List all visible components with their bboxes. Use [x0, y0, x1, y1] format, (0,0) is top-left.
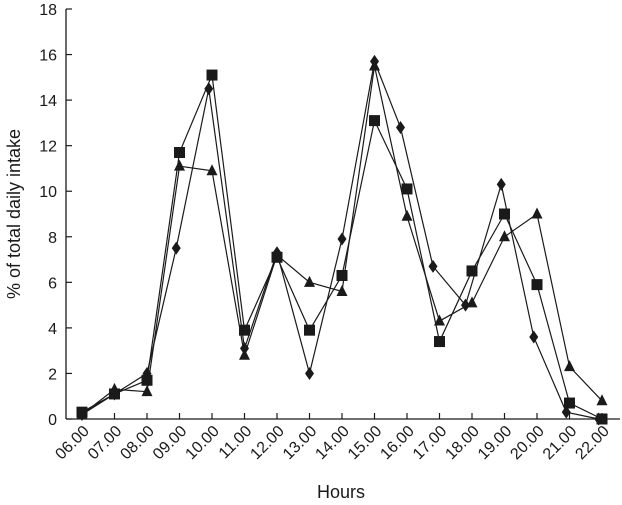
x-tick-label: 10.00: [182, 423, 222, 463]
data-point-triangle: [401, 209, 413, 221]
data-point-triangle: [239, 348, 250, 360]
data-point-square: [174, 147, 185, 158]
data-point-square: [109, 388, 120, 400]
y-tick-label: 8: [48, 230, 57, 247]
data-point-diamond: [561, 405, 571, 419]
data-point-square: [336, 270, 348, 281]
y-tick-label: 16: [39, 48, 57, 65]
data-point-square: [239, 324, 250, 336]
x-tick-label: 18.00: [442, 423, 482, 463]
data-point-triangle: [76, 407, 88, 419]
x-tick-label: 22.00: [572, 423, 612, 463]
x-tick-label: 06.00: [52, 423, 92, 463]
data-point-diamond: [461, 298, 470, 312]
y-axis-label: % of total daily intake: [4, 129, 24, 299]
data-point-square: [401, 183, 413, 195]
data-point-square: [434, 336, 445, 348]
data-point-diamond: [496, 177, 506, 191]
data-point-square: [206, 69, 218, 81]
data-point-triangle: [531, 207, 543, 219]
x-axis-label: Hours: [317, 482, 365, 502]
data-point-diamond: [529, 330, 539, 344]
y-tick-label: 10: [39, 184, 57, 201]
x-tick-label: 13.00: [280, 423, 320, 463]
data-point-triangle: [271, 248, 283, 260]
x-tick-label: 09.00: [150, 423, 190, 463]
data-point-square: [369, 115, 380, 127]
data-point-diamond: [428, 259, 438, 273]
data-point-triangle: [206, 164, 218, 176]
data-point-diamond: [240, 341, 249, 355]
data-point-triangle: [499, 230, 510, 242]
data-point-square: [141, 374, 153, 386]
data-point-square: [499, 208, 510, 220]
y-tick-label: 0: [48, 412, 57, 429]
x-tick-label: 21.00: [540, 423, 580, 463]
x-tick-label: 15.00: [345, 423, 385, 463]
data-point-diamond: [305, 366, 314, 380]
data-point-diamond: [396, 120, 405, 134]
y-tick-label: 2: [48, 366, 57, 383]
x-tick-label: 07.00: [85, 423, 125, 463]
y-tick-label: 14: [39, 93, 57, 110]
data-point-triangle: [141, 385, 153, 397]
data-point-triangle: [434, 314, 445, 326]
series-line-square: [81, 72, 603, 420]
data-point-triangle: [466, 296, 478, 308]
data-point-triangle: [109, 382, 120, 394]
x-tick-label: 12.00: [247, 423, 287, 463]
x-tick-label: 17.00: [410, 423, 450, 463]
x-tick-label: 08.00: [117, 423, 157, 463]
x-tick-label: 20.00: [507, 423, 547, 463]
y-tick-label: 18: [39, 2, 57, 19]
data-point-square: [304, 324, 315, 336]
data-point-triangle: [174, 159, 185, 171]
data-point-square: [466, 265, 478, 277]
x-tick-label: 14.00: [312, 423, 352, 463]
data-point-triangle: [369, 59, 380, 71]
data-point-triangle: [336, 284, 348, 296]
data-point-diamond: [337, 232, 347, 246]
y-tick-label: 12: [39, 139, 57, 156]
data-point-triangle: [596, 394, 608, 406]
x-tick-label: 11.00: [216, 423, 256, 463]
y-tick-label: 6: [48, 275, 57, 292]
chart-axes: 0 2 4 6 8 10 12 14 16 18 06.0007.0008.0009.0010.00…: [39, 2, 620, 463]
data-point-square: [596, 413, 608, 425]
data-point-triangle: [564, 360, 575, 372]
data-point-square: [564, 397, 575, 409]
data-point-diamond: [171, 241, 181, 255]
y-tick-label: 4: [48, 321, 57, 338]
series-markers: [76, 54, 608, 426]
data-point-diamond: [204, 82, 214, 96]
x-tick-label: 19.00: [475, 423, 515, 463]
data-point-triangle: [304, 275, 315, 287]
x-tick-label: 16.00: [377, 423, 417, 463]
data-point-square: [531, 279, 543, 291]
